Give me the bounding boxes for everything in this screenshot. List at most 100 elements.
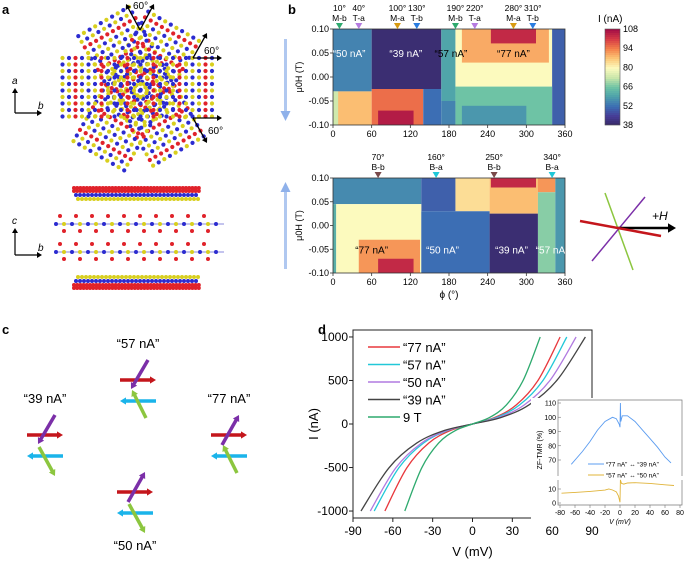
atom [112,132,117,137]
atom [96,197,100,201]
heatmap-cell [333,178,422,205]
atom [203,75,208,80]
atom [94,189,99,193]
atom [96,29,101,35]
atom [131,114,137,119]
atom [158,250,162,254]
atom [164,62,169,67]
atom [66,55,72,61]
purple-arrow-shaft [131,359,150,387]
x-tick-label: -20 [600,510,610,517]
atom [91,189,96,193]
atom [132,275,136,279]
state-annotation: “57 nA” [536,245,569,256]
atom [124,124,129,129]
atom [131,101,137,106]
atom [126,193,130,197]
atom [166,193,170,197]
colorbar-segment [605,101,620,104]
atom [146,143,151,148]
marker-triangle [509,23,517,29]
marker-triangle [529,23,537,29]
atom [112,197,116,201]
atom [158,229,162,233]
atom [86,55,91,61]
atom [131,151,136,156]
atom [139,125,144,130]
atom [190,286,195,290]
atom [133,122,138,127]
atom [126,43,131,48]
atom [104,120,109,125]
atom [107,23,112,28]
atom [136,286,140,290]
atom [105,32,110,37]
atom [183,114,189,119]
atom [78,257,82,261]
atom [174,222,178,226]
atom [84,275,88,279]
atom [123,49,128,54]
y-tick-label: 0.10 [311,24,329,34]
atom [170,193,174,197]
atom [171,286,176,290]
atom [117,40,122,45]
atom [66,68,72,74]
atom [120,98,125,103]
atom [138,55,143,61]
atom [138,62,143,67]
atom [105,68,111,74]
atom [60,62,65,67]
colorbar-segment [605,35,620,38]
atom [148,275,152,279]
atom [156,197,160,201]
atom [154,112,159,117]
atom [177,101,182,106]
red-arrow-head [147,488,153,496]
angle-label-right-lower: 60° [208,126,223,137]
x-tick-label: -30 [424,524,442,538]
atom [95,123,100,128]
atom [78,186,83,190]
atom [178,132,183,137]
atom [150,279,154,283]
atom [90,193,94,197]
atom [164,81,169,87]
atom [129,52,134,57]
colorbar-segment [605,97,620,100]
atom [73,114,78,119]
atom [107,129,112,134]
atom [157,101,163,106]
atom [174,112,179,117]
atom [171,186,176,190]
atom [79,81,85,87]
atom [170,107,176,113]
marker-label: T-a [469,13,482,23]
atom [157,107,163,113]
x-tick-label: -90 [344,524,362,538]
atom [110,123,115,129]
atom [84,283,89,287]
cyan-arrow-head [27,452,33,460]
atom [80,275,84,279]
atom [118,279,122,283]
atom [167,37,172,42]
atom [138,94,143,100]
atom [161,186,166,190]
atom [133,32,138,37]
legend-label: “39 nA” [403,393,446,408]
atom [139,286,144,290]
atom [77,127,83,132]
atom [134,279,138,283]
atom [196,68,202,74]
atom [100,189,105,193]
atom [166,222,170,226]
atom [147,53,152,58]
y-tick-label: -0.10 [308,120,329,130]
y-tick-label: 0.05 [311,48,329,58]
atom [143,85,148,90]
atom [206,222,210,226]
atom [115,49,120,54]
atom [172,136,177,141]
marker-label: M-b [332,13,347,23]
